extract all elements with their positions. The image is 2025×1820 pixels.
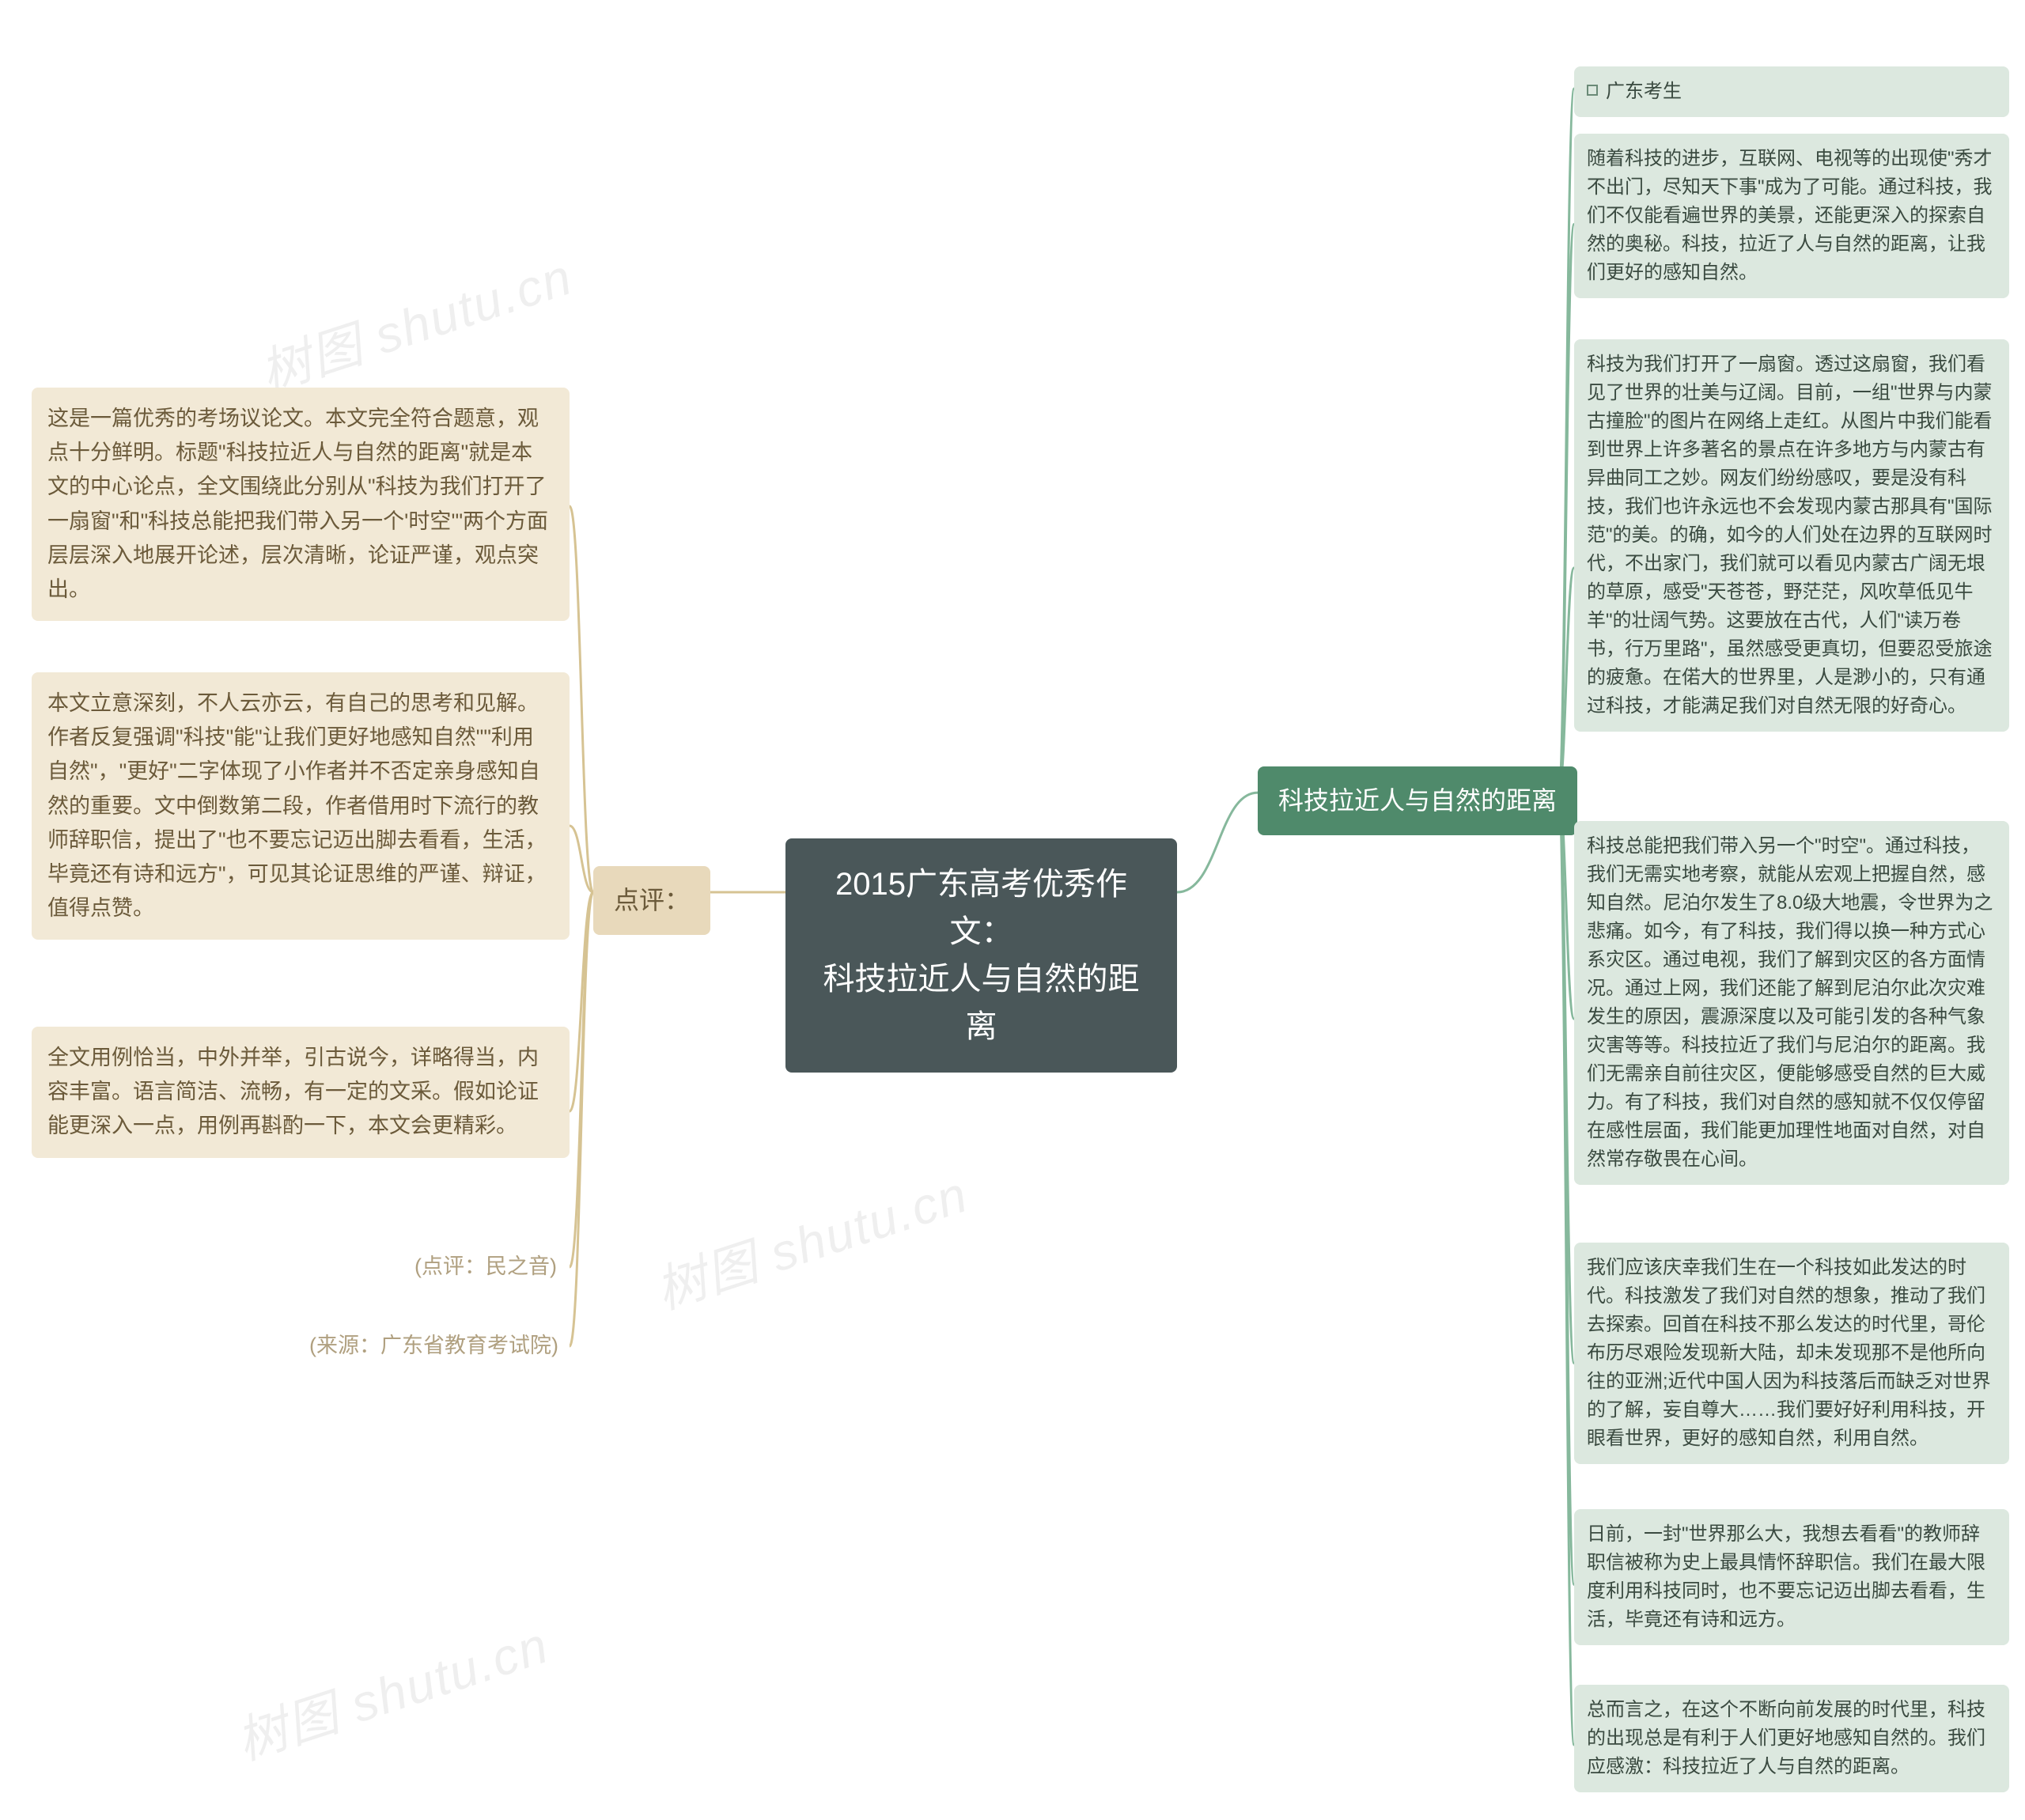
left-child-0[interactable]: 这是一篇优秀的考场议论文。本文完全符合题意，观点十分鲜明。标题"科技拉近人与自然… bbox=[32, 388, 570, 621]
left-child-1-text: 本文立意深刻，不人云亦云，有自己的思考和见解。作者反复强调"科技"能"让我们更好… bbox=[47, 691, 547, 920]
right-child-3-text: 科技总能把我们带入另一个"时空"。通过科技，我们无需实地考察，就能从宏观上把握自… bbox=[1587, 835, 1993, 1170]
center-line1: 2015广东高考优秀作文： bbox=[835, 867, 1127, 949]
left-child-4[interactable]: (来源：广东省教育考试院) bbox=[253, 1321, 570, 1371]
right-child-6-text: 总而言之，在这个不断向前发展的时代里，科技的出现总是有利于人们更好地感知自然的。… bbox=[1587, 1699, 1985, 1777]
left-child-2[interactable]: 全文用例恰当，中外并举，引古说今，详略得当，内容丰富。语言简洁、流畅，有一定的文… bbox=[32, 1027, 570, 1158]
left-child-2-text: 全文用例恰当，中外并举，引古说今，详略得当，内容丰富。语言简洁、流畅，有一定的文… bbox=[47, 1046, 539, 1137]
watermark-3: 树图 shutu.cn bbox=[226, 1605, 557, 1774]
right-branch-label: 科技拉近人与自然的距离 bbox=[1278, 786, 1557, 815]
right-child-2[interactable]: 科技为我们打开了一扇窗。透过这扇窗，我们看见了世界的壮美与辽阔。目前，一组"世界… bbox=[1574, 339, 2009, 732]
right-child-6[interactable]: 总而言之，在这个不断向前发展的时代里，科技的出现总是有利于人们更好地感知自然的。… bbox=[1574, 1685, 2009, 1792]
right-child-0[interactable]: 广东考生 bbox=[1574, 66, 2009, 117]
left-child-0-text: 这是一篇优秀的考场议论文。本文完全符合题意，观点十分鲜明。标题"科技拉近人与自然… bbox=[47, 407, 548, 601]
left-child-1[interactable]: 本文立意深刻，不人云亦云，有自己的思考和见解。作者反复强调"科技"能"让我们更好… bbox=[32, 672, 570, 940]
left-child-4-text: (来源：广东省教育考试院) bbox=[309, 1334, 558, 1357]
mindmap-canvas: 树图 shutu.cn 树图 shutu.cn 树图 shutu.cn 树图 s… bbox=[0, 0, 2025, 1820]
right-child-3[interactable]: 科技总能把我们带入另一个"时空"。通过科技，我们无需实地考察，就能从宏观上把握自… bbox=[1574, 821, 2009, 1185]
left-child-3-text: (点评：民之音) bbox=[414, 1254, 557, 1278]
right-child-0-text: 广东考生 bbox=[1606, 81, 1682, 102]
square-marker-icon bbox=[1587, 85, 1598, 96]
center-line2: 科技拉近人与自然的距离 bbox=[823, 962, 1140, 1044]
left-child-3[interactable]: (点评：民之音) bbox=[378, 1242, 568, 1292]
right-child-5-text: 日前，一封"世界那么大，我想去看看"的教师辞职信被称为史上最具情怀辞职信。我们在… bbox=[1587, 1523, 1985, 1630]
right-child-1[interactable]: 随着科技的进步，互联网、电视等的出现使"秀才不出门，尽知天下事"成为了可能。通过… bbox=[1574, 134, 2009, 298]
right-child-4-text: 我们应该庆幸我们生在一个科技如此发达的时代。科技激发了我们对自然的想象，推动了我… bbox=[1587, 1257, 1991, 1449]
left-branch[interactable]: 点评： bbox=[593, 866, 710, 935]
watermark-1: 树图 shutu.cn bbox=[250, 236, 581, 406]
watermark-2: 树图 shutu.cn bbox=[645, 1154, 976, 1323]
right-child-4[interactable]: 我们应该庆幸我们生在一个科技如此发达的时代。科技激发了我们对自然的想象，推动了我… bbox=[1574, 1243, 2009, 1464]
left-branch-label: 点评： bbox=[614, 886, 690, 914]
right-child-1-text: 随着科技的进步，互联网、电视等的出现使"秀才不出门，尽知天下事"成为了可能。通过… bbox=[1587, 148, 1993, 283]
right-child-5[interactable]: 日前，一封"世界那么大，我想去看看"的教师辞职信被称为史上最具情怀辞职信。我们在… bbox=[1574, 1509, 2009, 1645]
right-child-2-text: 科技为我们打开了一扇窗。透过这扇窗，我们看见了世界的壮美与辽阔。目前，一组"世界… bbox=[1587, 354, 1993, 717]
right-branch[interactable]: 科技拉近人与自然的距离 bbox=[1258, 766, 1577, 835]
center-node[interactable]: 2015广东高考优秀作文： 科技拉近人与自然的距离 bbox=[785, 838, 1177, 1073]
